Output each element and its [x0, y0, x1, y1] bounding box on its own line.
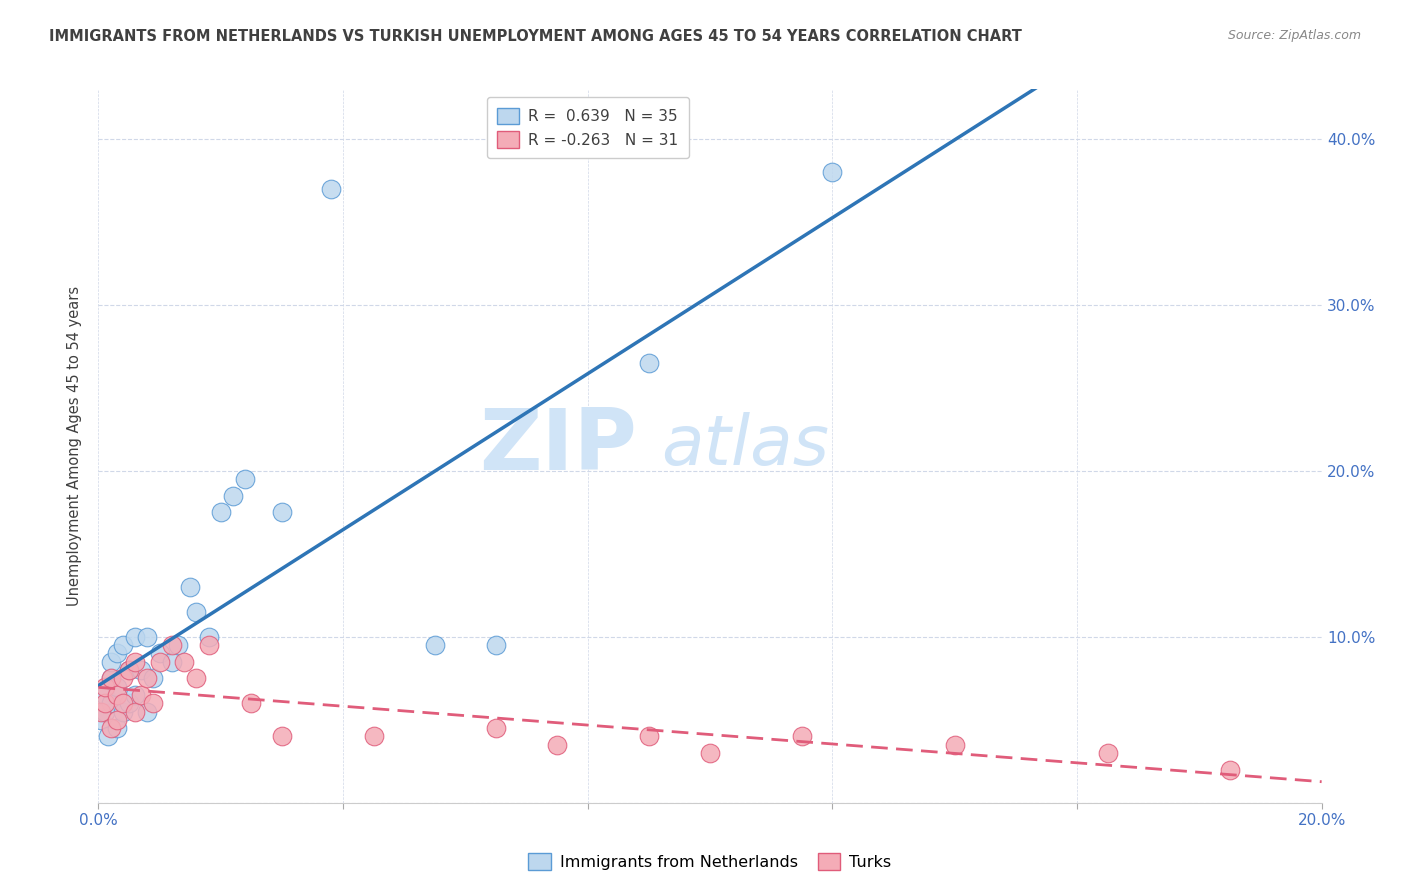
Point: [699, 746, 721, 760]
Point: [423, 638, 446, 652]
Point: [142, 671, 165, 685]
Point: [124, 705, 146, 719]
Point: [173, 655, 195, 669]
Point: [118, 663, 141, 677]
Text: Source: ZipAtlas.com: Source: ZipAtlas.com: [1227, 29, 1361, 42]
Point: [100, 655, 122, 669]
Point: [100, 671, 122, 685]
Point: [118, 663, 141, 677]
Point: [790, 730, 813, 744]
Point: [233, 472, 256, 486]
Point: [209, 505, 232, 519]
Point: [136, 630, 159, 644]
Text: ZIP: ZIP: [479, 404, 637, 488]
Point: [93, 696, 115, 710]
Point: [111, 705, 134, 719]
Point: [222, 489, 245, 503]
Point: [821, 165, 844, 179]
Point: [943, 738, 966, 752]
Point: [90, 705, 112, 719]
Point: [270, 730, 292, 744]
Point: [179, 580, 201, 594]
Point: [160, 638, 183, 652]
Point: [485, 638, 508, 652]
Point: [93, 680, 115, 694]
Point: [167, 638, 190, 652]
Point: [149, 655, 172, 669]
Text: atlas: atlas: [661, 412, 830, 480]
Point: [1097, 746, 1119, 760]
Point: [124, 688, 146, 702]
Point: [111, 671, 134, 685]
Point: [124, 630, 146, 644]
Point: [105, 688, 128, 702]
Point: [160, 655, 183, 669]
Legend: Immigrants from Netherlands, Turks: Immigrants from Netherlands, Turks: [522, 847, 898, 877]
Point: [100, 721, 122, 735]
Y-axis label: Unemployment Among Ages 45 to 54 years: Unemployment Among Ages 45 to 54 years: [67, 286, 83, 606]
Point: [240, 696, 263, 710]
Point: [105, 713, 128, 727]
Point: [197, 638, 219, 652]
Point: [186, 671, 208, 685]
Point: [90, 713, 112, 727]
Point: [546, 738, 568, 752]
Point: [197, 630, 219, 644]
Point: [637, 730, 661, 744]
Point: [142, 696, 165, 710]
Point: [105, 680, 128, 694]
Point: [270, 505, 292, 519]
Text: IMMIGRANTS FROM NETHERLANDS VS TURKISH UNEMPLOYMENT AMONG AGES 45 TO 54 YEARS CO: IMMIGRANTS FROM NETHERLANDS VS TURKISH U…: [49, 29, 1022, 44]
Point: [136, 671, 159, 685]
Point: [111, 638, 134, 652]
Point: [129, 688, 152, 702]
Point: [105, 721, 128, 735]
Point: [129, 663, 152, 677]
Point: [124, 655, 146, 669]
Point: [149, 647, 172, 661]
Point: [97, 730, 120, 744]
Point: [93, 705, 115, 719]
Point: [363, 730, 385, 744]
Point: [118, 696, 141, 710]
Point: [1219, 763, 1241, 777]
Point: [93, 688, 115, 702]
Point: [105, 647, 128, 661]
Point: [485, 721, 508, 735]
Point: [136, 705, 159, 719]
Point: [186, 605, 208, 619]
Point: [111, 696, 134, 710]
Point: [100, 671, 122, 685]
Point: [637, 356, 661, 370]
Point: [319, 182, 342, 196]
Point: [100, 696, 122, 710]
